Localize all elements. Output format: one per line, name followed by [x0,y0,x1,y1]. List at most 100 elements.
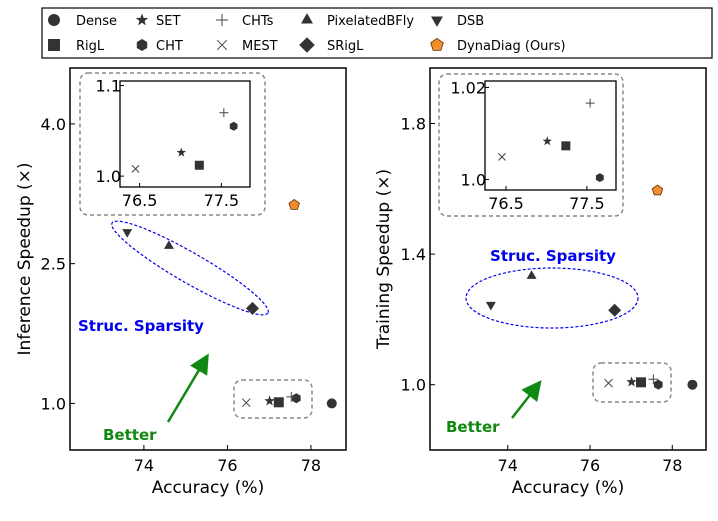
legend-entry: MEST [216,39,278,54]
y-tick-label: 1.4 [401,245,426,264]
better-arrow [166,353,209,423]
inset-chart: 76.5 77.5 1.0 1.02 [450,78,617,213]
inset-point-set-star-marker [542,136,552,146]
legend-square-marker [48,39,60,51]
point-dynadiag-ours--pentagon-marker [651,184,664,196]
inset-point-chts-plus-marker [585,98,595,108]
legend-circle-marker [48,14,60,26]
inset-y-tick-label: 1.0 [461,170,486,189]
legend-plus-marker [216,14,228,26]
point-chts-plus-marker [286,391,297,402]
point-pixelatedbfly-triangle-up-marker [526,270,537,279]
legend-label: SRigL [327,39,364,54]
struc-sparsity-label: Struc. Sparsity [78,317,204,335]
inset-highlight-box [79,72,266,216]
point-pixelatedbfly-triangle-up-marker [163,240,174,249]
inset-point-cht-hexagon-marker [595,173,604,183]
inset-point-rigl-square-marker [194,160,204,170]
point-rigl-square-marker [273,397,284,408]
inset-x-tick-label: 76.5 [122,191,158,210]
legend-diamond-marker [299,37,315,53]
point-dsb-triangle-down-marker [122,229,133,238]
struc-sparsity-label: Struc. Sparsity [490,247,616,265]
legend-entry: SET [135,13,180,29]
legend-label: DynaDiag (Ours) [457,39,566,54]
x-tick-label: 78 [301,456,321,475]
point-rigl-square-marker [636,377,647,388]
x-tick-label: 74 [134,456,154,475]
inset-point-chts-plus-marker [219,108,229,118]
x-tick-label: 74 [498,456,518,475]
y-axis-label: Training Speedup (×) [374,169,394,350]
legend-label: RigL [76,39,105,54]
inference-speedup-chart: 74 76 78 1.0 2.5 4.0 Accuracy (%) Inference Spe… [15,67,347,498]
legend-entry: SRigL [299,37,364,54]
point-dynadiag-ours--pentagon-marker [288,198,300,210]
inset-plot-area [119,80,251,188]
legend-hexagon-marker [136,39,148,51]
inset-point-rigl-square-marker [561,141,571,151]
y-tick-label: 1.0 [41,394,66,413]
x-tick-label: 76 [217,456,237,475]
point-dense-circle-marker [687,379,698,390]
legend-entry: RigL [48,39,105,54]
x-axis-label: Accuracy (%) [512,478,624,498]
point-chts-plus-marker [648,374,659,385]
legend-label: Dense [76,14,117,29]
y-tick-label: 4.0 [41,115,66,134]
legend-triangle-down-marker [431,16,443,27]
legend-label: MEST [242,39,278,54]
point-srigl-diamond-marker [245,301,259,315]
legend: Dense RigL SET CHT CHTs MEST PixelatedBFly SRig… [41,7,713,59]
inset-point-mest-x-marker [131,164,140,173]
y-tick-label: 1.8 [401,115,426,134]
legend-entry: DynaDiag (Ours) [430,37,566,54]
point-set-star-marker [626,376,637,387]
better-label: Better [446,418,500,436]
inset-y-tick-label: 1.02 [450,78,486,97]
better-arrow [511,380,542,419]
point-mest-x-marker [604,378,613,388]
zoom-region-box [592,362,672,403]
legend-entry: CHT [136,39,183,54]
training-speedup-chart: 74 76 78 1.0 1.4 1.8 Accuracy (%) Training Spee… [374,67,707,498]
inset-point-cht-hexagon-marker [229,121,238,131]
point-cht-hexagon-marker [291,393,301,404]
inset-x-tick-label: 77.5 [204,191,240,210]
legend-triangle-up-marker [301,13,313,24]
inset-point-mest-x-marker [498,152,506,161]
inset-y-tick-label: 1.0 [96,167,121,186]
point-cht-hexagon-marker [653,379,663,390]
plot-area [69,67,347,451]
inset-x-tick-label: 76.5 [488,194,524,213]
y-axis-label: Inference Speedup (×) [15,162,35,355]
inset-x-tick-label: 77.5 [569,194,605,213]
x-tick-label: 76 [580,456,600,475]
legend-entry: PixelatedBFly [301,13,414,29]
point-dsb-triangle-down-marker [485,301,496,311]
legend-frame [41,7,713,59]
inset-chart: 76.5 77.5 1.0 1.1 [96,77,251,210]
struc-sparsity-ellipse [465,267,639,329]
y-tick-label: 1.0 [401,376,426,395]
struc-sparsity-ellipse [111,220,269,316]
legend-label: PixelatedBFly [327,14,414,29]
inset-plot-area [484,80,617,191]
legend-label: DSB [457,14,484,29]
better-label: Better [103,426,157,444]
point-srigl-diamond-marker [608,303,622,317]
legend-entry: CHTs [216,14,274,29]
y-tick-label: 2.5 [41,255,66,274]
legend-entry: DSB [431,14,484,29]
legend-x-marker [216,39,228,51]
legend-label: CHT [156,39,183,54]
inset-highlight-box [438,73,624,217]
legend-label: CHTs [242,14,274,29]
inset-y-tick-label: 1.1 [96,77,121,96]
point-mest-x-marker [241,398,251,408]
point-set-star-marker [264,395,275,406]
x-axis-label: Accuracy (%) [152,478,264,498]
legend-star-marker [135,13,149,26]
legend-label: SET [156,14,180,29]
